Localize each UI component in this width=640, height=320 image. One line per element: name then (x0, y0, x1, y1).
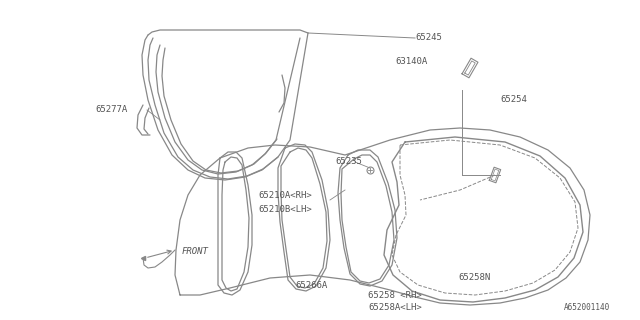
Text: 65254: 65254 (500, 95, 527, 105)
Text: 65245: 65245 (415, 34, 442, 43)
Text: 65266A: 65266A (295, 281, 327, 290)
Text: A652001140: A652001140 (564, 303, 610, 312)
Text: 65258 <RH>: 65258 <RH> (368, 291, 422, 300)
Text: 65258A<LH>: 65258A<LH> (368, 302, 422, 311)
Text: 65210B<LH>: 65210B<LH> (258, 205, 312, 214)
Text: 63140A: 63140A (395, 58, 428, 67)
Text: 65235: 65235 (335, 157, 362, 166)
Text: FRONT: FRONT (182, 247, 209, 257)
Text: 65258N: 65258N (458, 274, 490, 283)
Text: 65277A: 65277A (95, 106, 127, 115)
Text: 65210A<RH>: 65210A<RH> (258, 190, 312, 199)
